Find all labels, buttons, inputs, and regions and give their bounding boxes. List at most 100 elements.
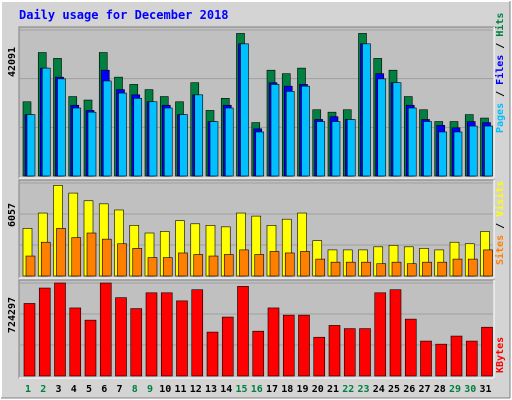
bar-pages-day-4	[72, 107, 82, 177]
bar-kbytes-day-7	[115, 297, 127, 377]
bar-pages-day-7	[118, 92, 127, 177]
bar-sites-day-28	[437, 261, 448, 277]
bar-sites-day-24	[376, 263, 387, 277]
x-label-day-26: 26	[403, 384, 415, 395]
bar-pages-day-17	[270, 84, 280, 177]
bar-pages-day-20	[316, 121, 326, 177]
bar-kbytes-day-18	[282, 314, 295, 377]
bar-kbytes-day-10	[160, 292, 173, 377]
bar-kbytes-day-26	[404, 318, 417, 377]
x-label-day-25: 25	[388, 384, 400, 395]
bar-sites-day-6	[101, 238, 112, 277]
bar-pages-day-9	[148, 101, 158, 177]
bar-pages-day-26	[407, 107, 417, 177]
bar-kbytes-day-9	[145, 292, 158, 377]
bar-pages-day-19	[301, 85, 310, 177]
x-axis-day-labels: 1 2 3 4 5 6 7 8 9 10 11 12 13 14 15 16 17 18 19 20 21 22 23 24 2…	[25, 384, 492, 395]
x-label-day-23: 23	[357, 384, 369, 395]
bar-kbytes-day-23	[359, 328, 371, 377]
legend-entry: Hits	[494, 13, 506, 37]
bar-kbytes-day-19	[298, 314, 310, 377]
bar-pages-day-25	[392, 82, 402, 177]
x-label-day-5: 5	[86, 384, 92, 395]
bar-pages-day-6	[102, 80, 112, 177]
bar-sites-day-31	[483, 249, 493, 277]
x-label-day-6: 6	[101, 384, 107, 395]
bar-pages-day-8	[133, 98, 143, 177]
bar-kbytes-day-13	[206, 331, 219, 377]
y-max-label: 6057	[7, 203, 18, 227]
bar-kbytes-day-16	[252, 330, 265, 377]
bar-sites-day-5	[86, 232, 97, 277]
y-max-label: 42091	[7, 47, 18, 77]
bar-sites-day-14	[223, 254, 234, 277]
bar-kbytes-day-22	[343, 328, 356, 377]
bar-sites-day-16	[254, 254, 265, 277]
bar-sites-day-23	[361, 261, 371, 277]
bar-kbytes-day-5	[84, 319, 97, 377]
bar-kbytes-day-4	[69, 307, 82, 377]
chart-title: Daily usage for December 2018	[19, 8, 229, 22]
bar-kbytes-day-20	[313, 336, 326, 377]
bar-kbytes-day-1	[23, 303, 36, 377]
bar-pages-day-10	[163, 107, 173, 177]
bar-sites-day-26	[406, 263, 417, 277]
bar-sites-day-11	[178, 252, 188, 277]
bar-pages-day-14	[224, 107, 234, 177]
x-label-day-21: 21	[327, 384, 339, 395]
bar-kbytes-day-28	[435, 343, 448, 377]
legend-entry: /	[495, 37, 506, 55]
bar-kbytes-day-15	[237, 286, 249, 377]
x-label-day-3: 3	[55, 384, 61, 395]
bar-sites-day-10	[162, 257, 173, 277]
bar-kbytes-day-29	[450, 335, 463, 377]
bar-kbytes-day-12	[191, 289, 204, 377]
bar-pages-day-15	[240, 43, 249, 177]
x-label-day-12: 12	[190, 384, 202, 395]
bar-pages-day-31	[484, 125, 493, 177]
bar-pages-day-21	[331, 121, 341, 177]
x-label-day-1: 1	[25, 384, 31, 395]
bar-pages-day-11	[179, 114, 188, 177]
x-label-day-2: 2	[40, 384, 46, 395]
x-label-day-13: 13	[205, 384, 217, 395]
bar-pages-day-23	[362, 43, 371, 177]
bar-sites-day-22	[345, 261, 356, 277]
x-label-day-18: 18	[281, 384, 293, 395]
bar-pages-day-3	[57, 78, 66, 177]
bar-pages-day-22	[346, 119, 356, 177]
bar-pages-day-27	[423, 121, 432, 177]
bars-layer	[22, 33, 493, 377]
x-label-day-31: 31	[479, 384, 491, 395]
legend-hits_files_pages: Pages / Files / Hits	[494, 13, 506, 133]
bar-sites-day-8	[132, 248, 143, 277]
bar-kbytes-day-21	[328, 325, 341, 377]
bar-kbytes-day-17	[267, 307, 280, 377]
legend-entry: Visits	[494, 181, 506, 217]
x-label-day-22: 22	[342, 384, 354, 395]
bar-sites-day-15	[239, 249, 249, 277]
x-label-day-4: 4	[71, 384, 77, 395]
bar-sites-day-19	[300, 251, 310, 277]
bar-pages-day-28	[438, 131, 448, 177]
x-label-day-15: 15	[235, 384, 247, 395]
bar-sites-day-21	[330, 261, 341, 277]
legend-entry: Pages	[495, 103, 506, 133]
bar-sites-day-17	[269, 251, 280, 277]
bar-sites-day-7	[117, 243, 127, 277]
bar-sites-day-27	[422, 261, 432, 277]
bar-kbytes-day-24	[374, 292, 387, 377]
bar-sites-day-9	[147, 257, 158, 277]
bar-pages-day-29	[453, 131, 463, 177]
bar-sites-day-13	[208, 255, 219, 277]
x-label-day-30: 30	[464, 384, 476, 395]
bar-pages-day-13	[209, 121, 219, 177]
bar-sites-day-25	[391, 261, 402, 277]
x-label-day-16: 16	[251, 384, 263, 395]
bar-sites-day-29	[452, 258, 463, 277]
bar-pages-day-16	[255, 131, 265, 177]
bar-pages-day-30	[468, 125, 478, 177]
bar-sites-day-20	[315, 258, 326, 277]
x-label-day-9: 9	[147, 384, 153, 395]
x-label-day-28: 28	[434, 384, 446, 395]
